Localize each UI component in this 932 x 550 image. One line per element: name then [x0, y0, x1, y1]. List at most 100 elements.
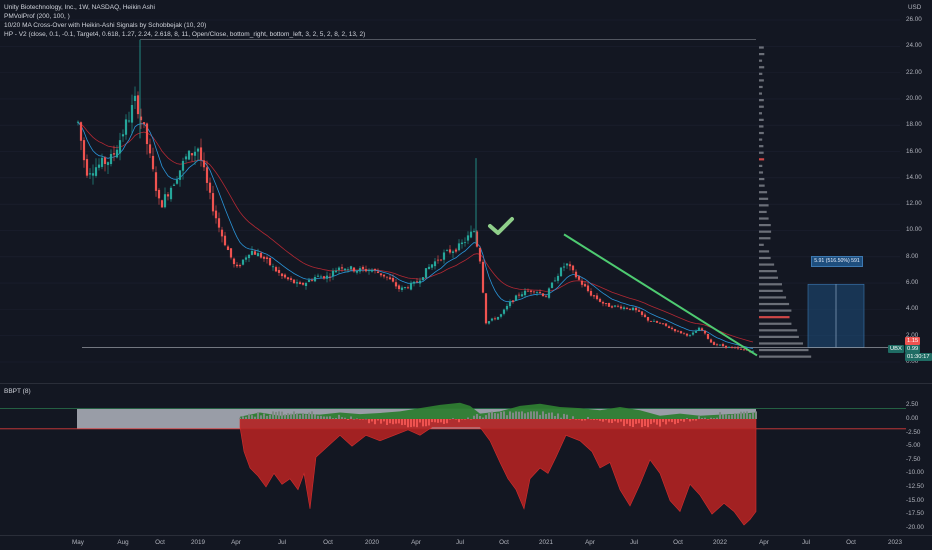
candle-body — [610, 306, 614, 308]
candle-body — [454, 249, 458, 252]
pane-separator[interactable] — [0, 383, 932, 384]
candle-body — [190, 153, 194, 156]
histogram-bar — [491, 411, 493, 419]
oscillator-title[interactable]: BBPT (8) — [4, 388, 31, 395]
candle-body — [622, 307, 626, 309]
candle-body — [574, 271, 578, 278]
volume-profile-bar — [759, 342, 804, 345]
candle-body — [532, 291, 536, 293]
candle-body — [463, 242, 467, 243]
indicator-line-2[interactable]: 10/20 MA Cross-Over with Heikin-Ashi Sig… — [4, 22, 207, 29]
oscillator-tick-label: -10.00 — [906, 469, 924, 477]
candle-body — [424, 268, 428, 278]
histogram-bar — [755, 411, 757, 419]
candle-body — [403, 287, 407, 288]
histogram-bar — [455, 419, 457, 420]
candle-body — [634, 307, 638, 311]
candle-body — [367, 270, 371, 272]
histogram-bar — [317, 415, 319, 419]
histogram-bar — [476, 414, 478, 419]
histogram-bar — [743, 411, 745, 419]
histogram-bar — [440, 419, 442, 423]
histogram-bar — [641, 419, 643, 428]
candle-body — [436, 259, 440, 261]
volume-profile-bar — [759, 184, 765, 187]
time-axis-separator — [0, 535, 932, 536]
histogram-bar — [662, 419, 664, 422]
histogram-bar — [269, 414, 271, 419]
histogram-bar — [338, 414, 340, 419]
candle-body — [589, 290, 593, 296]
histogram-bar — [701, 418, 703, 419]
symbol-title[interactable]: Unity Biotechnology, Inc., 1W, NASDAQ, H… — [4, 4, 155, 11]
candle-body — [529, 290, 533, 292]
histogram-bar — [713, 418, 715, 419]
volume-profile-bar — [759, 335, 799, 339]
histogram-bar — [461, 419, 463, 420]
candle-body — [703, 330, 707, 334]
candle-body — [553, 280, 557, 282]
candle-body — [250, 250, 254, 255]
candle-body — [709, 339, 713, 343]
candle-body — [421, 277, 425, 281]
indicator-line-1[interactable]: PMVolProf (200, 100, ) — [4, 13, 70, 20]
candle-body — [199, 147, 203, 161]
candle-body — [487, 321, 491, 324]
candle-body — [592, 295, 596, 297]
histogram-bar — [647, 419, 649, 428]
candle-body — [145, 123, 149, 145]
histogram-bar — [485, 415, 487, 419]
trendline[interactable] — [563, 233, 758, 357]
candle-body — [337, 267, 341, 271]
volume-profile-bar — [759, 217, 769, 220]
candle-body — [106, 162, 110, 166]
candle-body — [577, 276, 581, 280]
histogram-bar — [254, 416, 256, 419]
ma-fast-line — [77, 122, 754, 349]
histogram-bar — [569, 419, 571, 420]
candle-body — [586, 285, 590, 292]
currency-label: USD — [908, 4, 922, 11]
candle-body — [655, 321, 659, 323]
candle-body — [448, 249, 452, 253]
histogram-bar — [389, 419, 391, 424]
histogram-bar — [377, 419, 379, 421]
time-tick-label: Apr — [759, 539, 769, 546]
histogram-bar — [239, 417, 241, 419]
volume-profile-bar — [759, 204, 769, 207]
time-tick-label: Jul — [455, 539, 465, 546]
candle-body — [460, 242, 464, 245]
histogram-bar — [392, 419, 394, 425]
candle-body — [382, 274, 386, 277]
candle-body — [349, 266, 353, 270]
candle-body — [508, 301, 512, 307]
indicator-line-3[interactable]: HP - V2 (close, 0.1, -0.1, Target4, 0.61… — [4, 31, 366, 38]
volume-profile-bar — [759, 270, 777, 273]
volume-profile-bar — [759, 112, 762, 115]
candle-body — [556, 275, 560, 281]
histogram-bar — [281, 411, 283, 419]
candle-body — [415, 281, 419, 283]
volume-profile-bar — [759, 329, 798, 332]
candle-body — [310, 280, 314, 281]
volume-profile-bar — [759, 230, 772, 233]
histogram-bar — [644, 419, 646, 426]
candle-body — [214, 210, 218, 219]
histogram-bar — [410, 419, 412, 428]
histogram-bar — [305, 414, 307, 419]
time-tick-label: Jul — [629, 539, 639, 546]
candle-body — [181, 160, 185, 171]
histogram-bar — [413, 419, 415, 427]
histogram-bar — [335, 417, 337, 419]
candle-body — [217, 218, 221, 228]
histogram-bar — [722, 414, 724, 419]
candle-body — [559, 267, 563, 277]
histogram-bar — [293, 411, 295, 419]
histogram-bar — [620, 419, 622, 422]
histogram-bar — [503, 411, 505, 419]
candle-body — [751, 350, 755, 352]
volume-profile-bar — [759, 72, 763, 75]
candle-body — [547, 288, 551, 298]
histogram-bar — [602, 419, 604, 422]
